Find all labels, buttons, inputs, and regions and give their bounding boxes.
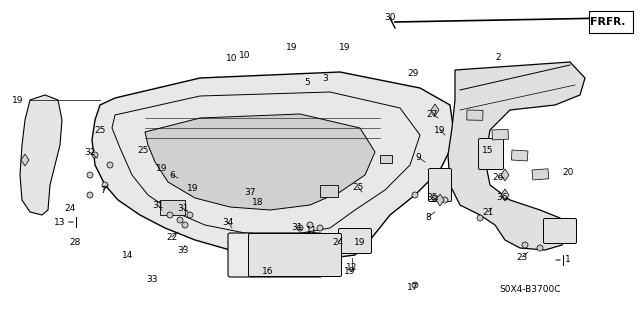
FancyBboxPatch shape	[589, 11, 633, 33]
Text: FR.: FR.	[606, 17, 625, 27]
Text: 34: 34	[222, 218, 234, 227]
Bar	[512, 150, 528, 160]
FancyBboxPatch shape	[429, 169, 451, 202]
Text: 33: 33	[177, 245, 189, 254]
Circle shape	[522, 242, 528, 248]
Circle shape	[307, 222, 313, 228]
FancyBboxPatch shape	[228, 233, 322, 277]
Text: 22: 22	[166, 233, 178, 242]
Text: 26: 26	[492, 172, 504, 181]
Circle shape	[102, 182, 108, 188]
Polygon shape	[501, 169, 509, 181]
FancyBboxPatch shape	[248, 234, 342, 276]
Text: 14: 14	[122, 251, 134, 260]
Text: 19: 19	[156, 164, 168, 172]
Text: 17: 17	[407, 283, 419, 292]
Text: 16: 16	[262, 268, 274, 276]
Text: 19: 19	[344, 268, 356, 276]
Circle shape	[297, 225, 303, 231]
Polygon shape	[20, 95, 62, 215]
Text: 10: 10	[239, 51, 251, 60]
Text: 19: 19	[339, 43, 351, 52]
Text: 21: 21	[483, 207, 493, 217]
Bar	[467, 109, 484, 120]
Bar	[532, 170, 548, 180]
Text: 12: 12	[346, 262, 358, 271]
Text: 15: 15	[483, 146, 493, 155]
Bar	[320, 185, 338, 197]
Text: 29: 29	[407, 68, 419, 77]
Text: 25: 25	[352, 182, 364, 191]
Text: 6: 6	[169, 171, 175, 180]
Circle shape	[92, 152, 98, 158]
Text: 31: 31	[291, 222, 303, 231]
Text: 31: 31	[177, 204, 189, 212]
Text: 35: 35	[426, 193, 438, 202]
Text: 7: 7	[100, 186, 106, 195]
Circle shape	[167, 212, 173, 218]
Text: 11: 11	[307, 226, 317, 235]
Text: 19: 19	[435, 125, 445, 134]
Text: 30: 30	[384, 12, 396, 21]
Text: 19: 19	[188, 183, 199, 193]
Circle shape	[87, 172, 93, 178]
Text: 13: 13	[54, 218, 66, 227]
Text: 32: 32	[84, 148, 96, 156]
Text: 19: 19	[355, 237, 365, 246]
Text: 36: 36	[496, 193, 508, 202]
Circle shape	[477, 215, 483, 221]
Circle shape	[412, 282, 418, 288]
Polygon shape	[501, 189, 509, 201]
Polygon shape	[431, 104, 439, 116]
Text: 24: 24	[332, 237, 344, 246]
Text: 10: 10	[227, 53, 237, 62]
Circle shape	[432, 195, 438, 201]
Text: 27: 27	[426, 109, 438, 118]
Text: S0X4-B3700C: S0X4-B3700C	[499, 285, 561, 294]
Text: FR.: FR.	[589, 17, 611, 27]
Text: 2: 2	[495, 52, 501, 61]
Text: 8: 8	[425, 212, 431, 221]
Text: 25: 25	[138, 146, 148, 155]
Text: 9: 9	[415, 153, 421, 162]
Text: 25: 25	[94, 125, 106, 134]
Polygon shape	[448, 62, 585, 250]
Polygon shape	[145, 114, 375, 210]
Circle shape	[412, 192, 418, 198]
Circle shape	[107, 162, 113, 168]
FancyBboxPatch shape	[543, 219, 577, 244]
Circle shape	[317, 225, 323, 231]
Text: 5: 5	[304, 77, 310, 86]
FancyBboxPatch shape	[339, 228, 371, 253]
Text: 33: 33	[147, 276, 157, 284]
Text: 18: 18	[252, 197, 264, 206]
Circle shape	[537, 245, 543, 251]
Circle shape	[177, 217, 183, 223]
Text: 24: 24	[65, 204, 76, 212]
Text: 23: 23	[516, 252, 528, 261]
Polygon shape	[92, 72, 455, 260]
Circle shape	[442, 197, 448, 203]
Polygon shape	[436, 194, 444, 206]
Text: 31: 31	[152, 201, 164, 210]
Circle shape	[182, 222, 188, 228]
Text: 20: 20	[563, 167, 573, 177]
Bar	[380, 155, 392, 163]
Text: 19: 19	[12, 95, 24, 105]
Bar	[492, 130, 508, 141]
Circle shape	[87, 192, 93, 198]
Text: 3: 3	[322, 74, 328, 83]
FancyBboxPatch shape	[479, 139, 504, 170]
Bar	[160, 200, 185, 215]
Text: 37: 37	[244, 188, 256, 196]
Text: 19: 19	[286, 43, 298, 52]
Text: 28: 28	[69, 237, 81, 246]
Text: 1: 1	[565, 255, 571, 265]
Polygon shape	[21, 154, 29, 166]
Circle shape	[187, 212, 193, 218]
